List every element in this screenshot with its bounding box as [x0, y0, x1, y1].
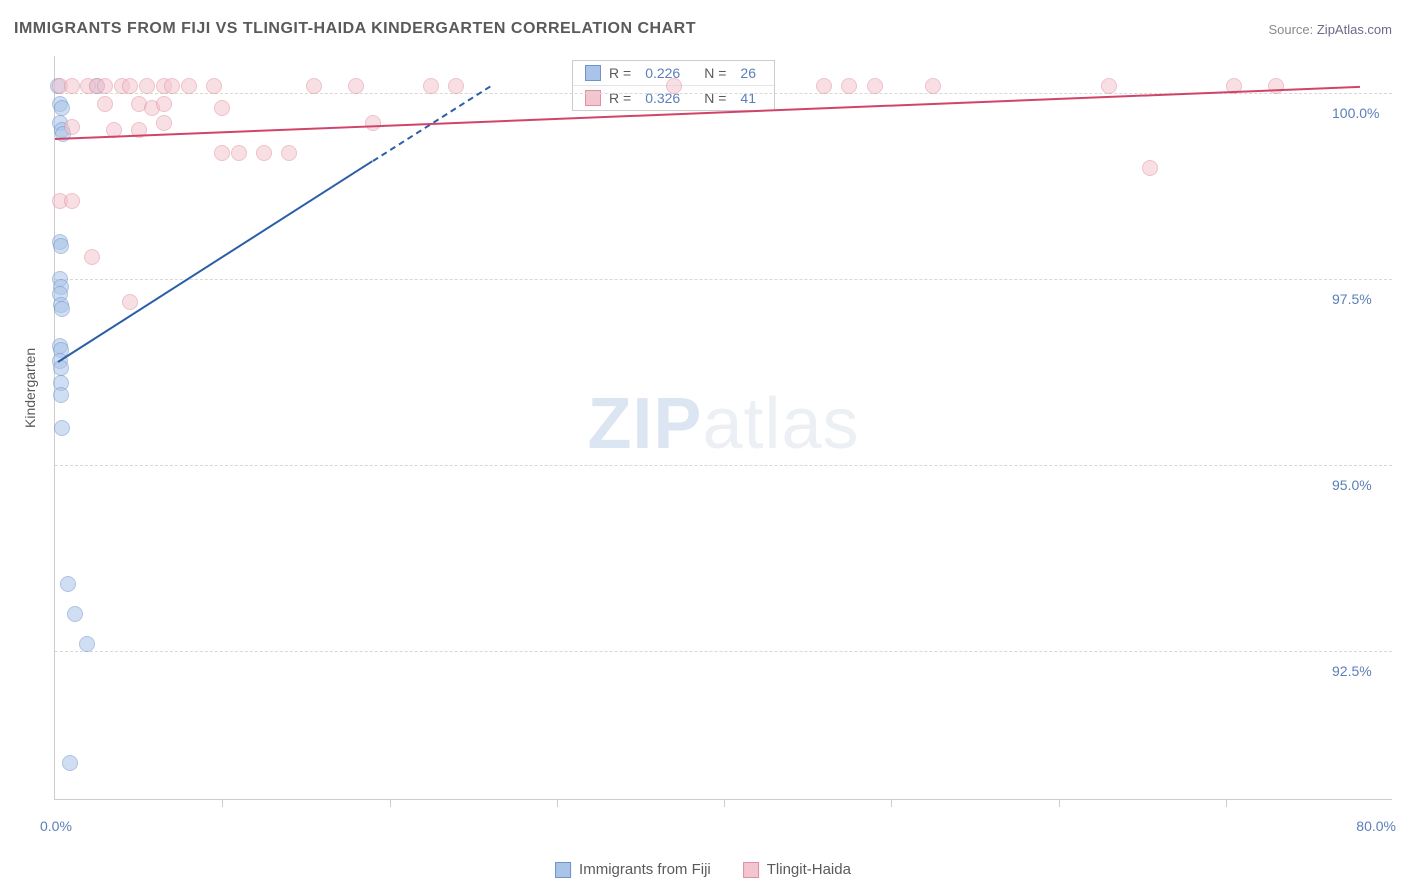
legend-label: Immigrants from Fiji	[579, 861, 711, 878]
data-point	[181, 78, 197, 94]
data-point	[816, 78, 832, 94]
data-point	[256, 145, 272, 161]
trend-line	[58, 160, 373, 363]
data-point	[867, 78, 883, 94]
data-point	[156, 115, 172, 131]
watermark-atlas: atlas	[702, 383, 859, 463]
data-point	[53, 387, 69, 403]
data-point	[122, 294, 138, 310]
data-point	[79, 636, 95, 652]
data-point	[448, 78, 464, 94]
data-point	[281, 145, 297, 161]
data-point	[841, 78, 857, 94]
data-point	[62, 755, 78, 771]
data-point	[1142, 160, 1158, 176]
data-point	[67, 606, 83, 622]
x-tick	[1226, 799, 1227, 807]
chart-title: IMMIGRANTS FROM FIJI VS TLINGIT-HAIDA KI…	[14, 20, 696, 38]
y-tick-label: 97.5%	[1332, 291, 1372, 307]
y-tick-label: 92.5%	[1332, 663, 1372, 679]
n-value: 26	[740, 65, 756, 81]
source-attribution: Source: ZipAtlas.com	[1268, 22, 1392, 37]
data-point	[164, 78, 180, 94]
data-point	[60, 576, 76, 592]
x-tick	[724, 799, 725, 807]
data-point	[306, 78, 322, 94]
x-tick	[390, 799, 391, 807]
y-axis-label: Kindergarten	[22, 348, 38, 428]
data-point	[64, 193, 80, 209]
gridline-h	[55, 651, 1392, 652]
gridline-h	[55, 279, 1392, 280]
data-point	[64, 78, 80, 94]
data-point	[54, 301, 70, 317]
r-label: R =	[609, 65, 631, 81]
data-point	[97, 96, 113, 112]
data-point	[84, 249, 100, 265]
x-tick	[1059, 799, 1060, 807]
y-tick-label: 95.0%	[1332, 477, 1372, 493]
data-point	[348, 78, 364, 94]
data-point	[365, 115, 381, 131]
n-label: N =	[704, 65, 726, 81]
watermark-zip: ZIP	[587, 383, 702, 463]
x-max-label: 80.0%	[1356, 818, 1396, 834]
gridline-h	[55, 465, 1392, 466]
legend-swatch	[585, 65, 601, 81]
data-point	[122, 78, 138, 94]
data-point	[214, 145, 230, 161]
data-point	[139, 78, 155, 94]
data-point	[925, 78, 941, 94]
x-min-label: 0.0%	[40, 818, 72, 834]
watermark: ZIPatlas	[587, 382, 859, 464]
legend-swatch	[555, 862, 571, 878]
data-point	[53, 360, 69, 376]
legend-swatch	[743, 862, 759, 878]
data-point	[231, 145, 247, 161]
y-tick-label: 100.0%	[1332, 105, 1379, 121]
legend-item: Immigrants from Fiji	[555, 861, 711, 878]
data-point	[206, 78, 222, 94]
data-point	[54, 100, 70, 116]
data-point	[214, 100, 230, 116]
data-point	[53, 238, 69, 254]
x-tick	[891, 799, 892, 807]
data-point	[97, 78, 113, 94]
source-prefix: Source:	[1268, 22, 1316, 37]
data-point	[156, 96, 172, 112]
data-point	[1101, 78, 1117, 94]
legend-label: Tlingit-Haida	[767, 861, 851, 878]
data-point	[54, 420, 70, 436]
x-tick	[222, 799, 223, 807]
data-point	[423, 78, 439, 94]
data-point	[64, 119, 80, 135]
plot-area: ZIPatlas R =0.226N =26R =0.326N =41	[54, 56, 1392, 800]
legend-item: Tlingit-Haida	[743, 861, 851, 878]
legend-series: Immigrants from Fiji Tlingit-Haida	[555, 861, 851, 878]
data-point	[666, 78, 682, 94]
source-link[interactable]: ZipAtlas.com	[1317, 22, 1392, 37]
x-tick	[557, 799, 558, 807]
